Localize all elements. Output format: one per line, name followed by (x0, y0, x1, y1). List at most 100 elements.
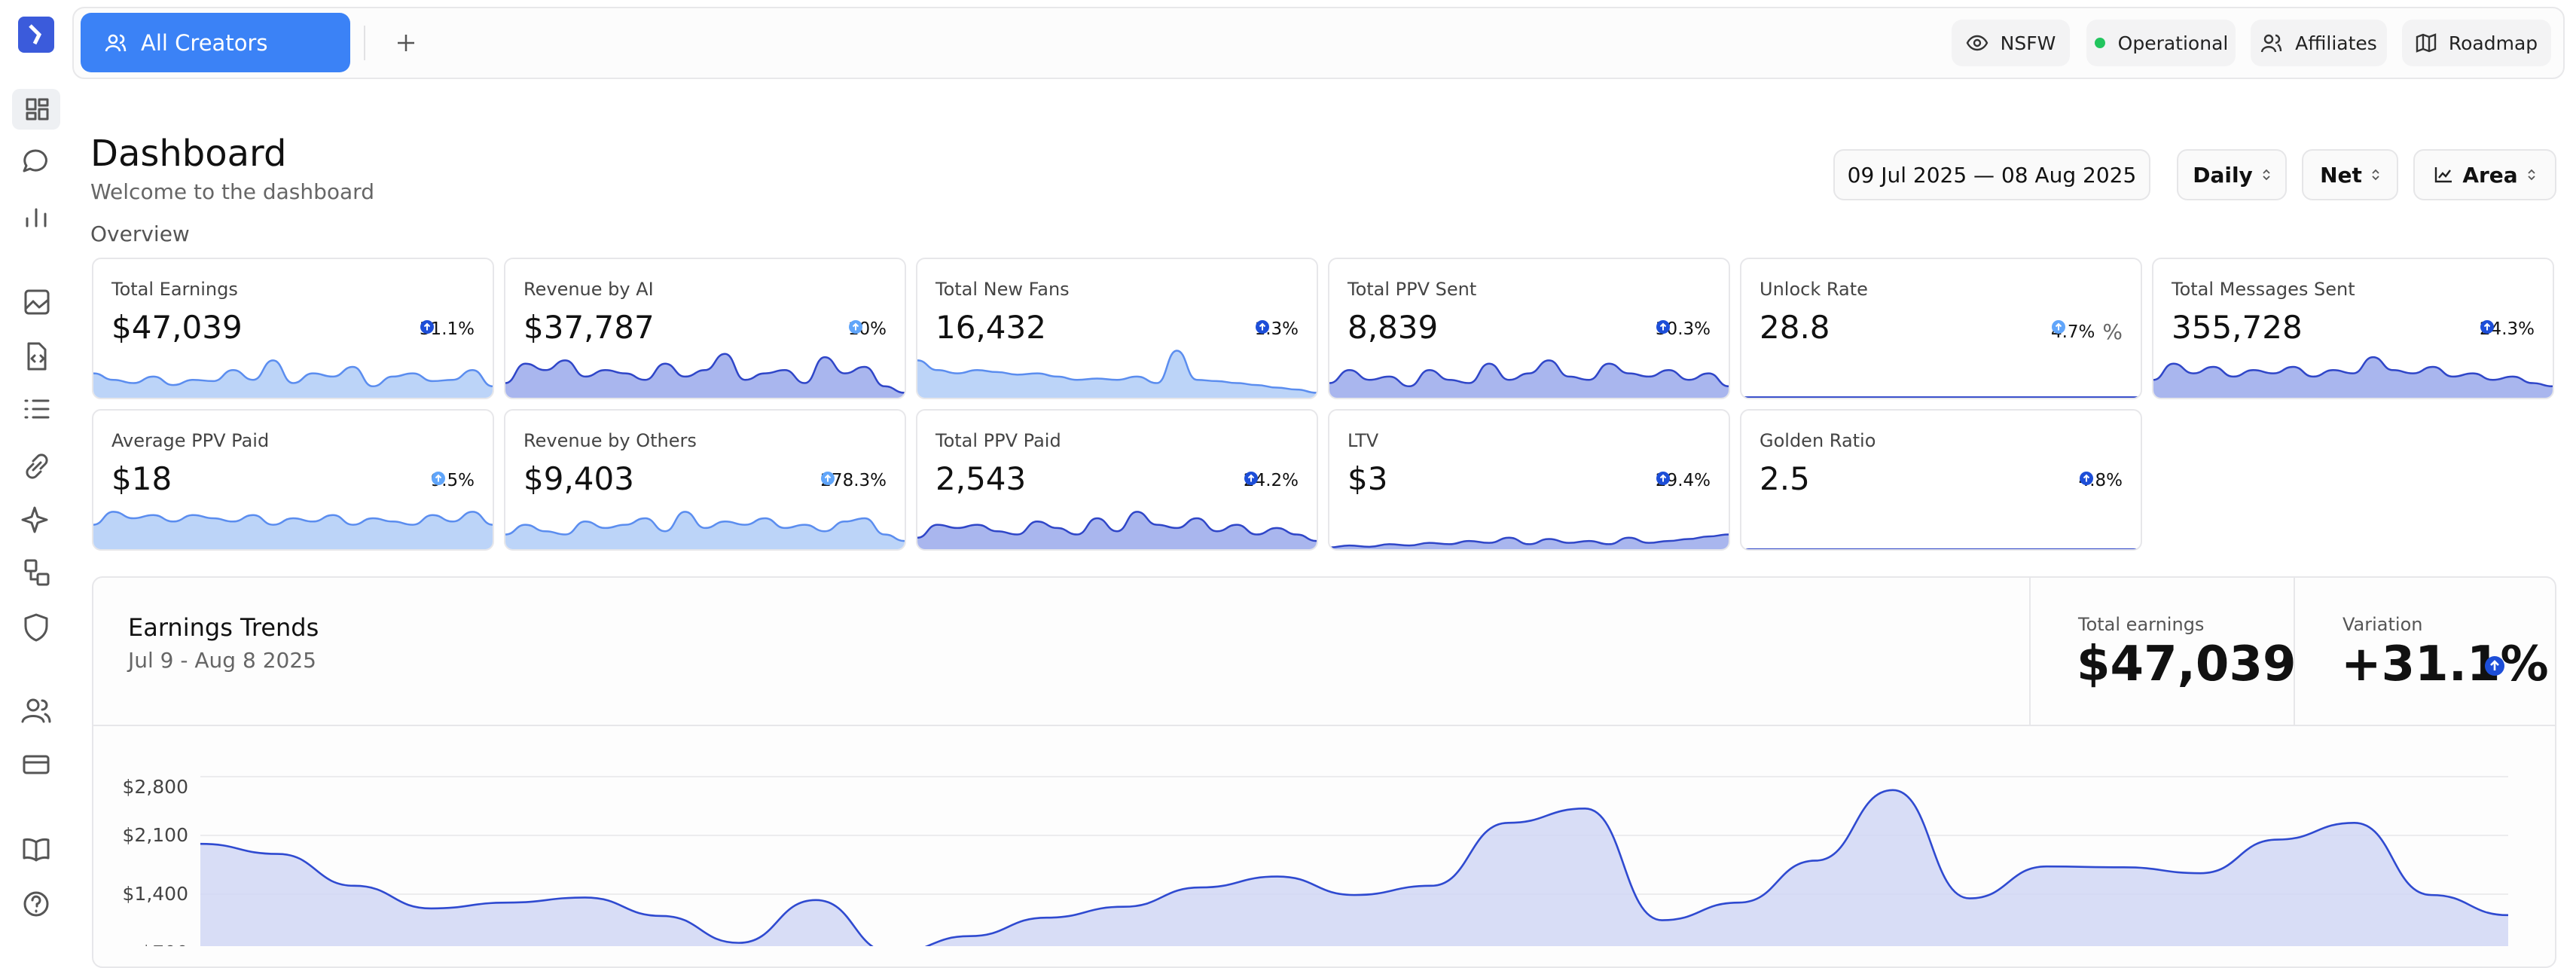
icon-arrow (2083, 474, 2089, 482)
interval: Daily (2193, 162, 2253, 188)
card-label: Total Messages Sent (2172, 279, 2355, 300)
page: All Creators NSFW Operational Affiliates… (12, 7, 2565, 968)
roadmap-button[interactable]: Roadmap (2402, 20, 2551, 66)
nsfw-button[interactable]: NSFW (1952, 20, 2070, 66)
change-badge: 4.8% (2079, 471, 2123, 490)
card-value: $37,787 (523, 309, 655, 346)
change-badge: 4.7%% (2051, 319, 2123, 344)
metric-card: Average PPV Paid $18 9.5% (92, 409, 494, 551)
icon-arrow (435, 474, 441, 482)
icon-arrow (1659, 322, 1667, 331)
change-icon (420, 320, 434, 334)
y-tick-label: $2,800 (123, 776, 188, 798)
card-value: 16,432 (935, 309, 1046, 346)
creator-button[interactable]: All Creators (81, 13, 350, 72)
sparkline (2153, 356, 2553, 398)
metric-card: LTV $3 29.4% (1328, 409, 1730, 551)
y-tick-label: $700 (140, 942, 188, 946)
card-value: $3 (1348, 460, 1388, 497)
card-label: Unlock Rate (1760, 279, 1868, 300)
sparkline (93, 511, 493, 549)
change-icon (821, 472, 835, 485)
interval-select[interactable]: Daily (2177, 149, 2287, 200)
icon-arrow (825, 474, 832, 482)
sparkline (1741, 396, 2141, 398)
button-label: Roadmap (2448, 32, 2538, 54)
mode: Net (2320, 162, 2362, 188)
change-icon (1244, 472, 1258, 485)
sparkline-line (917, 350, 1317, 394)
change-badge: 9.5% (431, 471, 475, 490)
change-badge: 10% (848, 319, 887, 339)
change-badge: 24.2% (1244, 471, 1299, 490)
change-icon (2051, 320, 2065, 334)
card-label: Revenue by Others (523, 430, 697, 451)
sparkline (505, 353, 905, 398)
chevrons (2372, 169, 2379, 181)
sparkline-line (505, 353, 905, 394)
icon-arrow (2483, 322, 2491, 331)
card-label: Golden Ratio (1760, 430, 1876, 451)
card-value: 8,839 (1348, 309, 1439, 346)
y-tick-label: $1,400 (123, 883, 188, 905)
add-button[interactable] (395, 32, 417, 54)
change-icon (848, 320, 862, 334)
sparkline-line (1329, 533, 1729, 548)
users-icon (2260, 34, 2282, 53)
sparkline-area (2153, 357, 2553, 398)
mode-select[interactable]: Net (2302, 149, 2398, 200)
card-label: LTV (1348, 430, 1379, 451)
button-label: Operational (2117, 32, 2229, 54)
change-icon (1656, 320, 1670, 334)
variation-value: +31.1% (2341, 637, 2549, 692)
value-unit: % (2102, 319, 2123, 344)
status-dot (2094, 38, 2105, 48)
card-value: 2.5 (1760, 460, 1810, 497)
change-badge: 1.3% (1255, 319, 1299, 339)
chart-icon (2435, 167, 2452, 183)
change-icon (431, 472, 445, 485)
area-line (200, 789, 2509, 946)
earnings-chart: $700 $1,400 $2,100 $2,800 (123, 776, 2509, 946)
variation-label: Variation (2343, 614, 2423, 635)
change-badge: 29.4% (1656, 471, 1711, 490)
area-fill (200, 789, 2508, 946)
card-value: 355,728 (2172, 309, 2303, 346)
sparkline-area (505, 511, 905, 549)
nav-icons[interactable] (21, 98, 51, 917)
card-label: Total PPV Sent (1348, 279, 1477, 300)
chart-type: Area (2462, 162, 2518, 188)
change-badge: 24.3% (2480, 319, 2535, 339)
status-button[interactable]: Operational (2086, 20, 2236, 66)
logo[interactable] (18, 17, 54, 53)
sparkline-line (93, 359, 493, 388)
chart-type-select[interactable]: Area (2413, 149, 2556, 200)
date-picker[interactable]: 09 Jul 2025 — 08 Aug 2025 (1833, 149, 2150, 200)
section-title: Overview (90, 221, 190, 246)
sparkline-area (93, 511, 493, 549)
metric-card: Total Earnings $47,039 31.1% (92, 258, 494, 399)
sparkline-line (505, 511, 905, 542)
card-value: 2,543 (935, 460, 1027, 497)
page-title: Dashboard (90, 133, 287, 175)
map-icon (2416, 33, 2437, 53)
top-bar (72, 7, 2565, 79)
sparkline-area (917, 350, 1317, 398)
change-badge: 278.3% (820, 471, 887, 490)
sparkline-area (1329, 360, 1729, 398)
chevrons (2528, 169, 2535, 181)
metric-card: Revenue by AI $37,787 10% (504, 258, 906, 399)
card-value: $9,403 (523, 460, 634, 497)
sparkline-line (2153, 356, 2553, 388)
change-icon (2079, 472, 2093, 485)
card-label: Total Earnings (111, 279, 238, 300)
affiliates-button[interactable]: Affiliates (2251, 20, 2387, 66)
sparkline-line (1329, 359, 1729, 388)
eye-icon (1966, 35, 1988, 51)
divider (364, 26, 365, 60)
users-icon (105, 34, 127, 51)
chevrons (2263, 169, 2270, 181)
change-badge: 30.3% (1656, 319, 1711, 339)
sparkline (505, 511, 905, 549)
date-range: 09 Jul 2025 — 08 Aug 2025 (1847, 162, 2137, 188)
